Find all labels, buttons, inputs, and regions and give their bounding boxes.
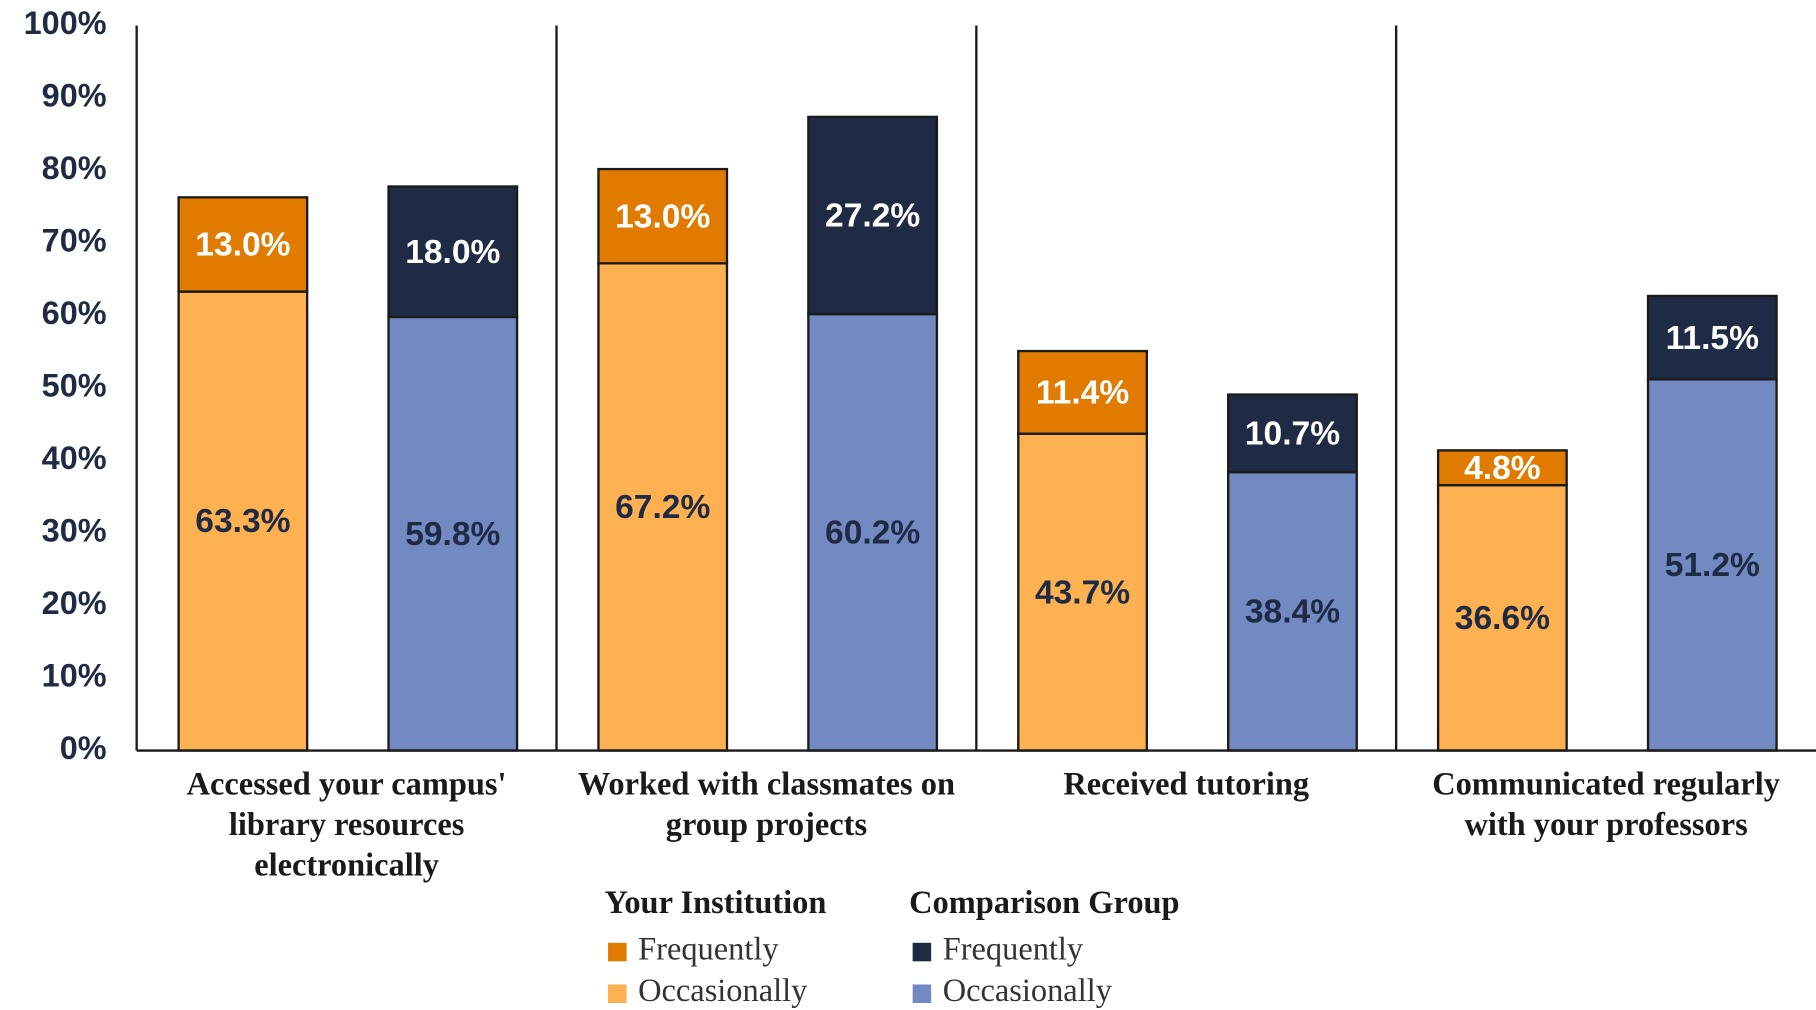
bar-segment	[597, 262, 729, 752]
bar-segment	[177, 290, 309, 752]
y-tick-label: 60%	[42, 295, 107, 331]
value-label: 38.4%	[1245, 594, 1340, 631]
legend-title: Comparison Group	[909, 885, 1179, 921]
value-label: 43.7%	[1035, 574, 1130, 611]
bar-segment	[387, 185, 519, 319]
bar-segment	[1436, 449, 1568, 487]
legend-label: Frequently	[638, 931, 779, 967]
y-tick-label: 10%	[42, 658, 107, 694]
legend-swatch	[912, 942, 932, 962]
bar-segment	[597, 167, 729, 265]
legend-swatch	[608, 942, 627, 962]
legend-title: Your Institution	[605, 885, 827, 921]
legend-label: Occasionally	[943, 973, 1113, 1009]
value-label: 51.2%	[1665, 547, 1760, 584]
value-label: 4.8%	[1464, 450, 1541, 487]
bar-segment	[1017, 432, 1148, 752]
bar-segment	[1017, 349, 1148, 435]
legend-swatch	[912, 984, 932, 1004]
y-tick-label: 0%	[60, 730, 107, 766]
bar-segment	[1646, 294, 1778, 381]
y-tick-label: 50%	[42, 368, 107, 404]
x-tick-label: Worked with classmates on group projects	[578, 767, 955, 844]
value-label: 67.2%	[615, 489, 710, 526]
x-tick-label: Communicated regularly with your professo…	[1432, 767, 1780, 844]
x-tick-label: Received tutoring	[1063, 767, 1309, 803]
legend-label: Occasionally	[638, 973, 808, 1009]
y-tick-label: 80%	[42, 150, 107, 186]
bar-segment	[177, 196, 309, 293]
y-tick-label: 90%	[42, 78, 107, 114]
value-label: 10.7%	[1245, 416, 1340, 453]
value-label: 18.0%	[405, 234, 500, 271]
value-label: 13.0%	[615, 198, 710, 235]
y-tick-label: 30%	[42, 513, 107, 549]
y-tick-label: 70%	[42, 223, 107, 259]
value-label: 27.2%	[825, 198, 920, 235]
bar-segment	[807, 115, 939, 316]
value-label: 63.3%	[195, 503, 290, 540]
bar-segment	[1646, 378, 1778, 752]
bar-segment	[1227, 470, 1358, 752]
value-label: 11.5%	[1666, 320, 1759, 357]
value-label: 59.8%	[405, 516, 500, 553]
value-label: 11.4%	[1036, 375, 1129, 412]
value-label: 36.6%	[1455, 600, 1550, 637]
legend-swatch	[608, 984, 627, 1004]
value-label: 60.2%	[825, 514, 920, 551]
bar-segment	[1436, 484, 1568, 752]
bar-segment	[1227, 393, 1358, 474]
y-tick-label: 40%	[42, 440, 107, 476]
y-tick-label: 100%	[24, 5, 107, 41]
x-tick-label: Accessed your campus' library resources el…	[187, 767, 507, 884]
value-label: 13.0%	[195, 227, 290, 264]
legend-label: Frequently	[943, 931, 1084, 967]
y-tick-label: 20%	[42, 585, 107, 621]
